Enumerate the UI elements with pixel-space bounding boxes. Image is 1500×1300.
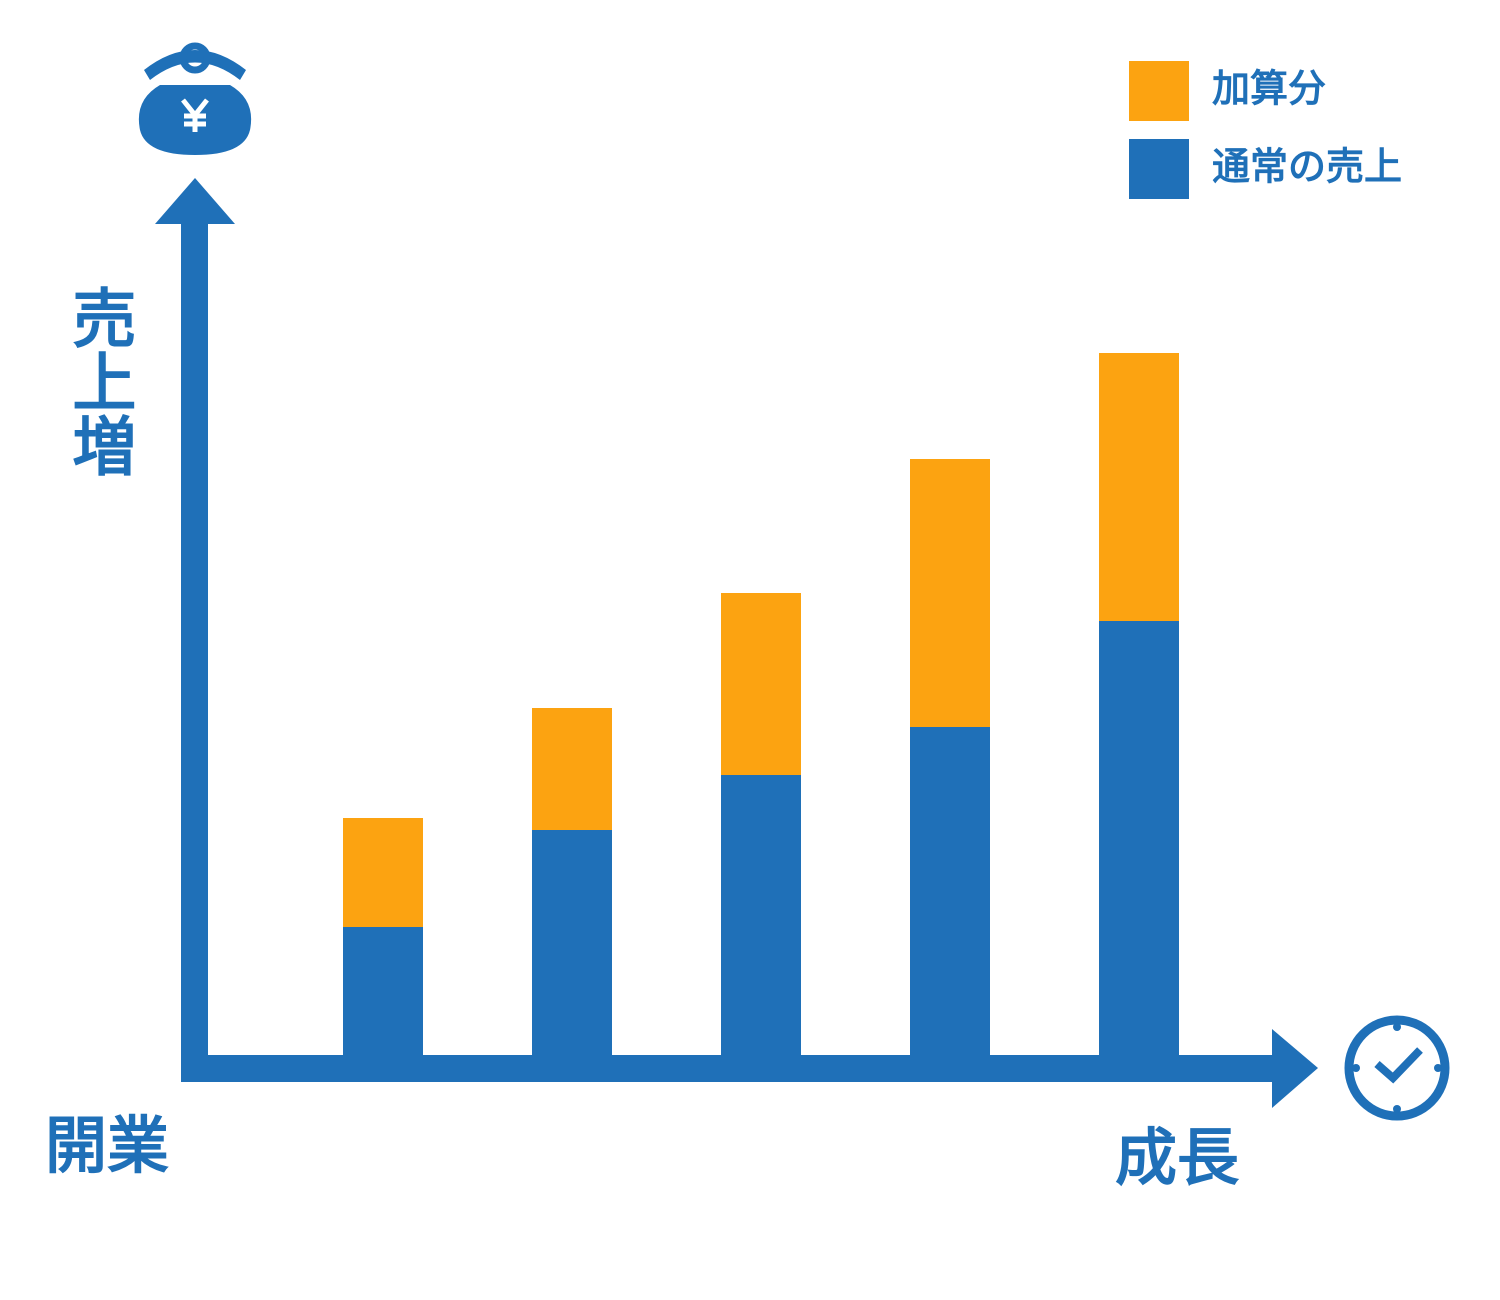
x-start-label: 開業	[45, 1109, 169, 1182]
bar-segment	[532, 830, 612, 1055]
bar-segment	[721, 593, 801, 775]
y-axis-arrow	[155, 178, 235, 224]
bar-segment	[343, 818, 423, 927]
bar-segment	[721, 775, 801, 1055]
x-axis	[181, 1055, 1276, 1082]
y-axis	[181, 220, 208, 1082]
bar-segment	[1099, 621, 1179, 1055]
x-end-label: 成長	[1115, 1121, 1240, 1194]
legend-label: 加算分	[1212, 67, 1326, 111]
bar-segment	[910, 727, 990, 1055]
clock-icon	[1344, 1015, 1450, 1121]
bar-segment	[1099, 353, 1179, 621]
bar-segment	[343, 927, 423, 1055]
legend-label: 通常の売上	[1212, 145, 1402, 189]
legend-swatch	[1129, 139, 1189, 199]
y-axis-label: 売上増	[61, 285, 136, 477]
x-axis-arrow	[1272, 1029, 1318, 1108]
legend-swatch	[1129, 61, 1189, 121]
purse-icon	[138, 42, 252, 155]
bar-segment	[532, 708, 612, 830]
bar-segment	[910, 459, 990, 727]
